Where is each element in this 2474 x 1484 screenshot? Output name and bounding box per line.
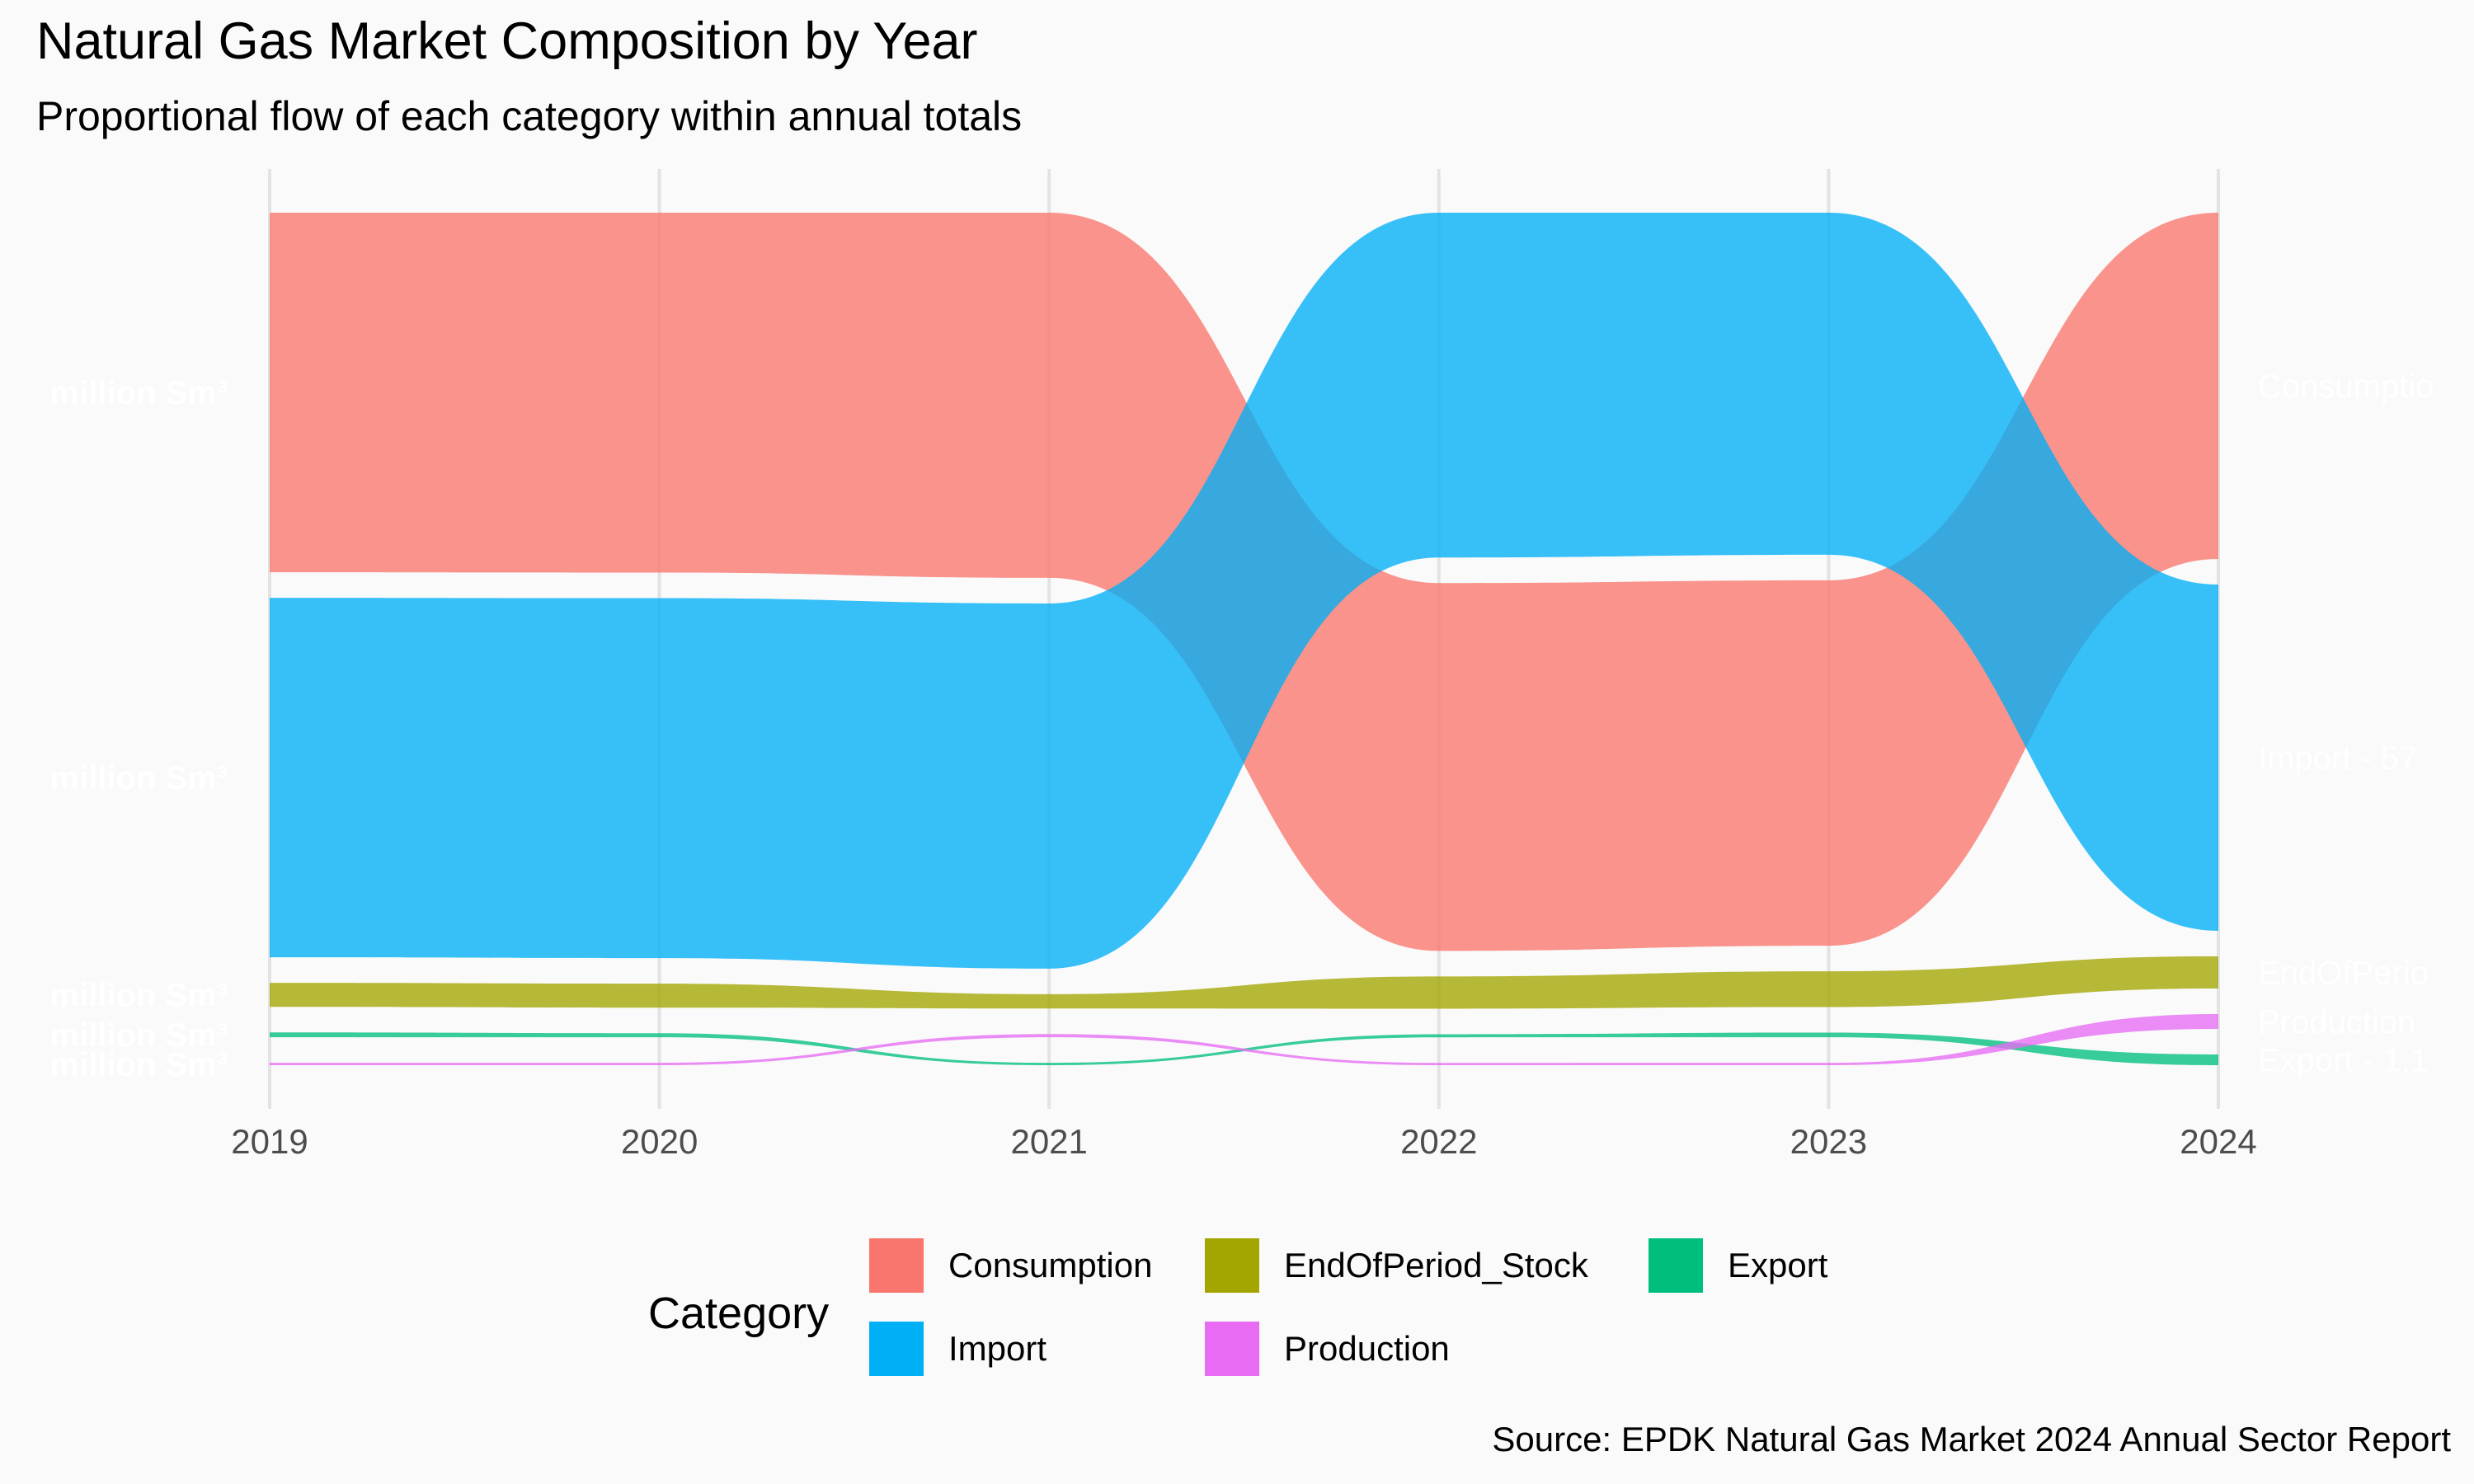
- x-tick-label-2023: 2023: [1790, 1122, 1867, 1161]
- right-stratum-label: Export - 1.1: [2258, 1043, 2429, 1079]
- legend-item-export: Export: [1649, 1238, 1827, 1293]
- legend-item-import: Import: [869, 1322, 1047, 1376]
- legend-label-production: Production: [1284, 1329, 1450, 1368]
- x-tick-label-2020: 2020: [621, 1122, 698, 1161]
- legend-label-endofperiod-stock: EndOfPeriod_Stock: [1284, 1246, 1588, 1284]
- right-stratum-label: Consumptio: [2258, 369, 2434, 405]
- left-stratum-label: million Sm³: [49, 978, 228, 1014]
- legend-key-endofperiod-stock: [1205, 1238, 1259, 1293]
- left-stratum-label: million Sm³: [49, 375, 228, 411]
- legend-key-production: [1205, 1322, 1259, 1376]
- legend-item-consumption: Consumption: [869, 1238, 1152, 1293]
- x-tick-label-2021: 2021: [1010, 1122, 1087, 1161]
- legend-key-import: [869, 1322, 924, 1376]
- right-stratum-label: Production: [2258, 1004, 2415, 1040]
- left-stratum-label: million Sm³: [49, 1047, 228, 1083]
- caption: Source: EPDK Natural Gas Market 2024 Ann…: [1492, 1420, 2451, 1458]
- legend-label-consumption: Consumption: [948, 1246, 1153, 1284]
- flow-endofperiod-stock: [270, 956, 2218, 1009]
- flow-import: [270, 213, 2218, 969]
- legend-key-consumption: [869, 1238, 924, 1293]
- legend-item-production: Production: [1205, 1322, 1450, 1376]
- left-stratum-label: million Sm³: [49, 760, 228, 796]
- legend-item-endofperiod-stock: EndOfPeriod_Stock: [1205, 1238, 1588, 1293]
- x-tick-label-2024: 2024: [2180, 1122, 2256, 1161]
- x-tick-label-2022: 2022: [1400, 1122, 1477, 1161]
- chart-title: Natural Gas Market Composition by Year: [36, 12, 978, 70]
- x-tick-label-2019: 2019: [231, 1122, 308, 1161]
- right-stratum-label: Import - 57: [2258, 740, 2417, 777]
- chart-subtitle: Proportional flow of each category withi…: [36, 93, 1023, 139]
- legend-key-export: [1649, 1238, 1703, 1293]
- legend-label-import: Import: [948, 1329, 1047, 1368]
- flow-layer: [270, 213, 2218, 1065]
- x-axis: 2019 2020 2021 2022 2023 2024: [231, 1122, 2256, 1161]
- legend-label-export: Export: [1728, 1246, 1828, 1284]
- legend: Category Consumption EndOfPeriod_Stock E…: [0, 1220, 2474, 1393]
- left-stratum-label: million Sm³: [49, 1017, 228, 1054]
- legend-title: Category: [648, 1289, 830, 1338]
- right-stratum-label: EndOfPerio: [2258, 955, 2429, 991]
